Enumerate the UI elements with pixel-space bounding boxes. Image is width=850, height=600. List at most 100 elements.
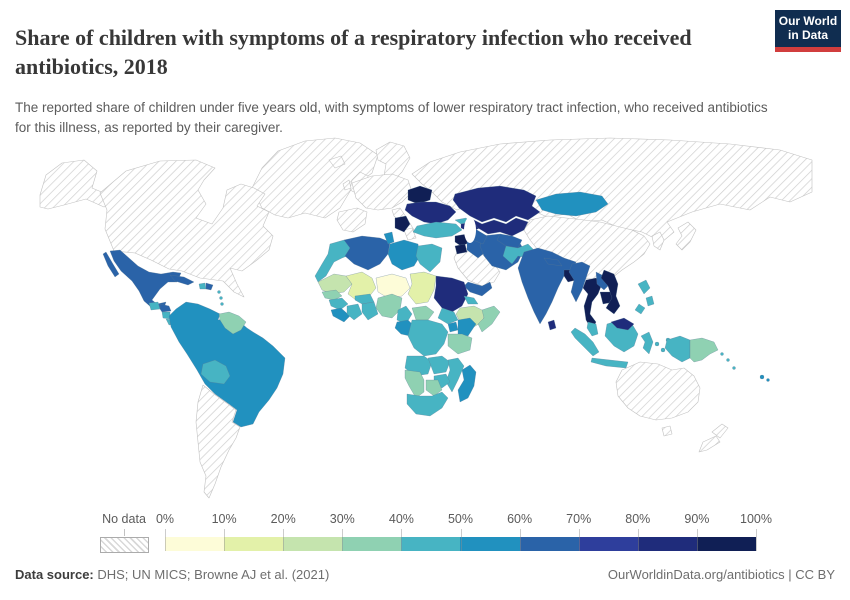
region-korea[interactable] bbox=[651, 231, 665, 251]
region-guinea[interactable] bbox=[328, 297, 349, 311]
region-somalia[interactable] bbox=[477, 305, 501, 333]
region-chad[interactable] bbox=[407, 271, 437, 305]
region-senegal-gambia[interactable] bbox=[321, 289, 343, 301]
region-new-zealand-south[interactable] bbox=[698, 435, 721, 453]
region-australia[interactable] bbox=[615, 361, 701, 421]
region-nepal[interactable] bbox=[543, 257, 563, 267]
legend-bin-0-10%[interactable] bbox=[165, 537, 225, 551]
region-fiji[interactable] bbox=[766, 378, 770, 382]
region-jordan[interactable] bbox=[454, 243, 468, 255]
region-madagascar[interactable] bbox=[457, 364, 477, 403]
region-guianas[interactable] bbox=[218, 311, 247, 335]
legend-bin-50-60%[interactable] bbox=[460, 537, 520, 551]
region-philippines-visayas[interactable] bbox=[645, 295, 655, 307]
region-guatemala-belize[interactable] bbox=[148, 301, 161, 311]
region-indonesia-moluccas[interactable] bbox=[654, 341, 660, 347]
region-iberia[interactable] bbox=[336, 207, 368, 233]
region-fiji[interactable] bbox=[759, 374, 765, 380]
region-indonesia-sumatra[interactable] bbox=[570, 327, 600, 357]
legend-bin-40-50%[interactable] bbox=[401, 537, 461, 551]
region-turkey[interactable] bbox=[412, 221, 463, 239]
region-niger[interactable] bbox=[375, 273, 411, 299]
region-philippines-luzon[interactable] bbox=[637, 279, 651, 295]
region-argentina-chile[interactable] bbox=[195, 384, 241, 499]
region-belarus[interactable] bbox=[407, 185, 433, 205]
region-namibia[interactable] bbox=[404, 369, 425, 399]
region-indonesia-java[interactable] bbox=[590, 357, 629, 369]
region-indonesia-moluccas[interactable] bbox=[660, 347, 666, 353]
region-myanmar[interactable] bbox=[568, 261, 591, 303]
legend-bin-30-40%[interactable] bbox=[342, 537, 402, 551]
region-solomon-islands[interactable] bbox=[726, 358, 730, 362]
region-south-america-main[interactable] bbox=[168, 301, 286, 428]
region-cote-divoire[interactable] bbox=[346, 303, 363, 321]
region-india[interactable] bbox=[517, 247, 577, 325]
region-uganda[interactable] bbox=[447, 321, 459, 333]
region-lesser-antilles[interactable] bbox=[220, 302, 224, 306]
region-mauritania[interactable] bbox=[317, 273, 353, 295]
legend-bin-80-90%[interactable] bbox=[637, 537, 697, 551]
region-mozambique-malawi[interactable] bbox=[445, 357, 465, 393]
legend-bin-60-70%[interactable] bbox=[519, 537, 579, 551]
region-solomon-islands[interactable] bbox=[720, 352, 724, 356]
region-central-europe[interactable] bbox=[351, 173, 413, 211]
region-malaysia-peninsular[interactable] bbox=[586, 321, 599, 337]
region-indonesia-sulawesi[interactable] bbox=[640, 331, 654, 355]
region-japan[interactable] bbox=[675, 221, 697, 251]
region-baja-california[interactable] bbox=[102, 251, 120, 278]
region-south-sudan[interactable] bbox=[437, 307, 459, 325]
region-ghana-togo-benin[interactable] bbox=[361, 301, 379, 321]
region-vanuatu[interactable] bbox=[732, 366, 736, 370]
region-balkans[interactable] bbox=[394, 215, 411, 233]
region-botswana[interactable] bbox=[425, 379, 443, 397]
region-egypt[interactable] bbox=[415, 243, 443, 273]
region-lesser-antilles[interactable] bbox=[217, 290, 221, 294]
region-kenya[interactable] bbox=[457, 317, 477, 337]
region-bolivia[interactable] bbox=[200, 359, 231, 385]
region-ireland[interactable] bbox=[342, 179, 352, 191]
legend-no-data-swatch[interactable] bbox=[100, 537, 149, 553]
owid-logo[interactable]: Our World in Data bbox=[775, 10, 841, 52]
region-greenland[interactable] bbox=[251, 137, 379, 219]
legend-bin-70-80%[interactable] bbox=[578, 537, 638, 551]
region-dominican-republic[interactable] bbox=[205, 282, 214, 291]
region-zambia[interactable] bbox=[427, 355, 451, 375]
region-ukraine[interactable] bbox=[404, 201, 457, 225]
region-tunisia[interactable] bbox=[383, 231, 395, 245]
region-haiti[interactable] bbox=[198, 282, 207, 290]
footer-link[interactable]: OurWorldinData.org/antibiotics bbox=[607, 567, 785, 582]
region-kazakhstan[interactable] bbox=[452, 185, 541, 223]
legend-bin-20-30%[interactable] bbox=[283, 537, 343, 551]
region-uzbekistan[interactable] bbox=[469, 217, 529, 237]
region-algeria[interactable] bbox=[343, 235, 391, 271]
region-honduras[interactable] bbox=[159, 303, 172, 313]
region-lesser-antilles[interactable] bbox=[219, 296, 223, 300]
region-libya[interactable] bbox=[387, 239, 421, 271]
region-indonesia-papua[interactable] bbox=[664, 335, 691, 363]
legend-bin-90-100%[interactable] bbox=[696, 537, 756, 551]
region-malaysia-borneo[interactable] bbox=[610, 317, 635, 331]
region-nicaragua[interactable] bbox=[161, 311, 171, 320]
region-tanzania[interactable] bbox=[447, 333, 473, 355]
region-south-africa[interactable] bbox=[406, 391, 449, 417]
region-eritrea-djibouti[interactable] bbox=[463, 295, 479, 305]
region-vietnam[interactable] bbox=[600, 269, 621, 315]
region-drc[interactable] bbox=[407, 319, 449, 357]
region-papua-new-guinea[interactable] bbox=[689, 337, 719, 363]
region-nigeria[interactable] bbox=[375, 293, 403, 319]
legend-bin-10-20%[interactable] bbox=[224, 537, 284, 551]
region-sri-lanka[interactable] bbox=[547, 319, 557, 331]
region-central-african-republic[interactable] bbox=[411, 305, 435, 321]
region-sudan[interactable] bbox=[433, 275, 469, 313]
region-canada-usa[interactable] bbox=[99, 159, 274, 298]
region-sierra-leone-liberia[interactable] bbox=[330, 307, 351, 323]
region-greece[interactable] bbox=[403, 227, 417, 241]
region-cameroon[interactable] bbox=[396, 305, 413, 325]
region-philippines-mindanao[interactable] bbox=[634, 303, 646, 315]
region-new-zealand-north[interactable] bbox=[711, 423, 729, 439]
region-mongolia[interactable] bbox=[535, 191, 609, 217]
region-cuba[interactable] bbox=[169, 274, 195, 286]
region-iceland[interactable] bbox=[328, 155, 346, 169]
region-mexico[interactable] bbox=[109, 249, 182, 309]
region-tasmania[interactable] bbox=[661, 425, 673, 437]
